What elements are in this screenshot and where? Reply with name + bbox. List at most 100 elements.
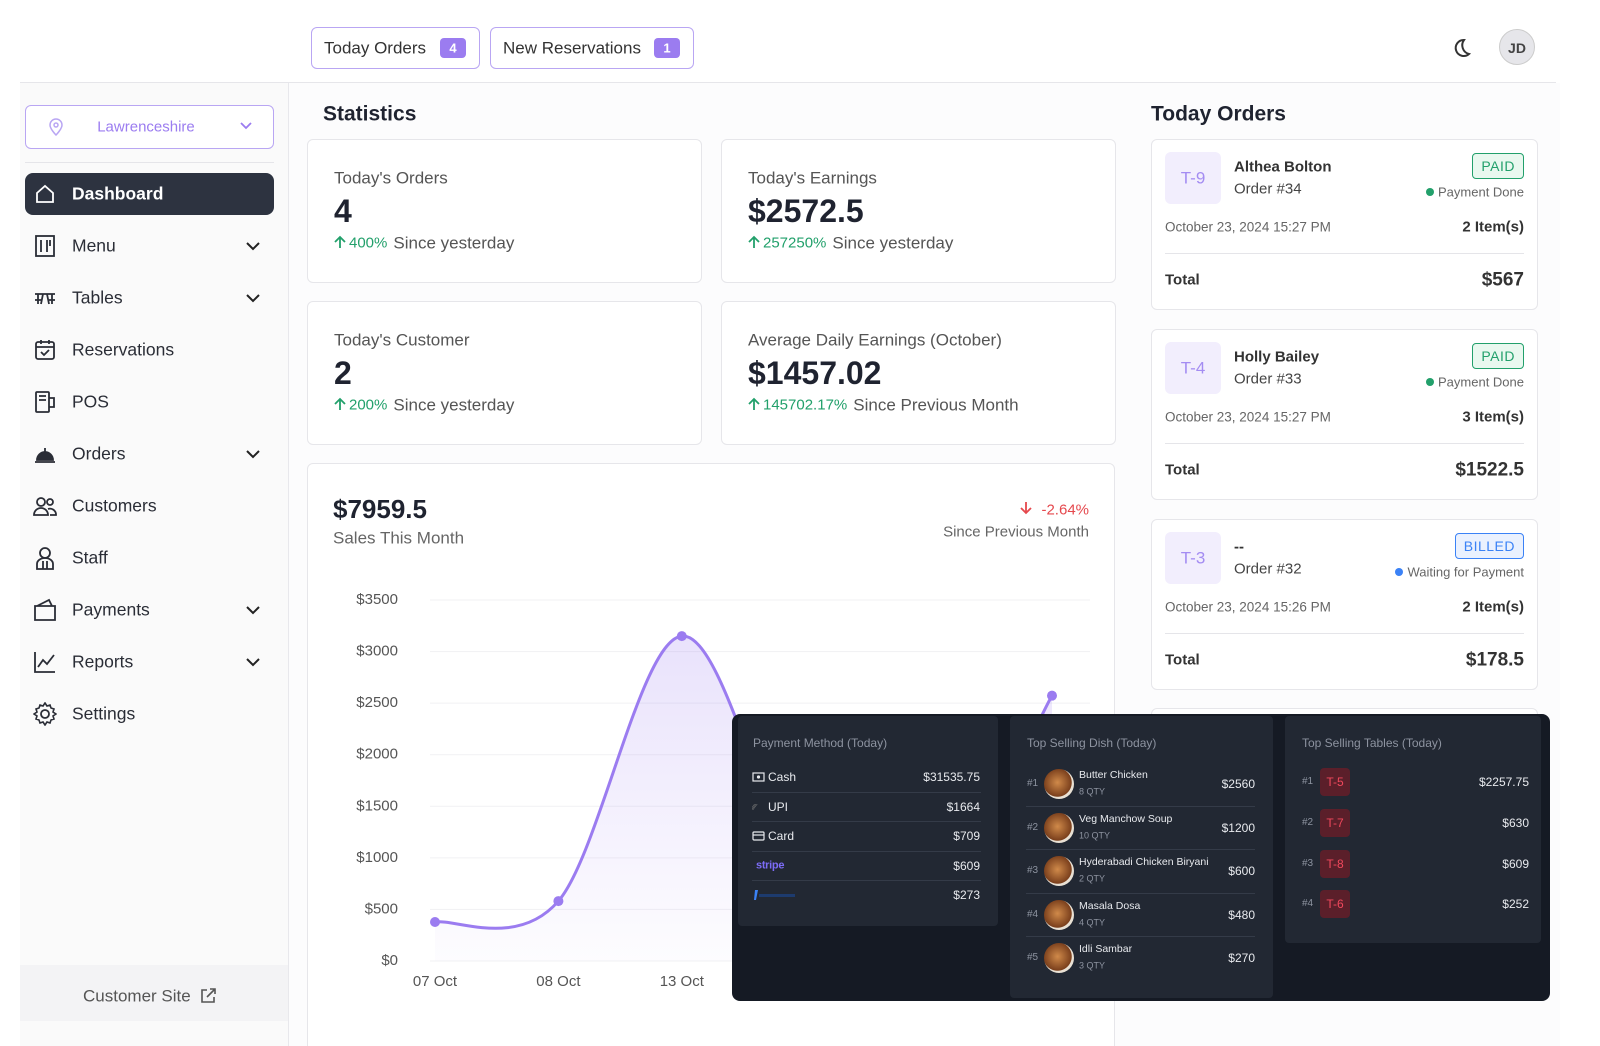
table-name: T-5 bbox=[1326, 775, 1344, 789]
table-chip bbox=[1320, 849, 1350, 878]
nav-chevron bbox=[246, 606, 260, 615]
avatar[interactable] bbox=[1499, 29, 1535, 65]
section-title: Today Orders bbox=[1151, 102, 1286, 126]
up-arrow bbox=[748, 235, 760, 248]
nav-label: Settings bbox=[72, 703, 136, 724]
nav-label: Orders bbox=[72, 443, 126, 464]
stat-change: 400% bbox=[349, 234, 388, 252]
stat-change: 145702.17% bbox=[763, 396, 848, 414]
nav-icon bbox=[34, 598, 56, 621]
sidebar-divider bbox=[25, 162, 274, 163]
table-name: T-6 bbox=[1326, 897, 1344, 912]
y-tick-label: $3000 bbox=[356, 643, 398, 660]
order-items: 2 Item(s) bbox=[1462, 598, 1524, 616]
up-arrow bbox=[334, 235, 346, 248]
order-items: 3 Item(s) bbox=[1462, 408, 1524, 426]
payment-method: stripe bbox=[756, 859, 785, 871]
row-divider bbox=[1026, 805, 1255, 807]
dish-qty: 4 QTY bbox=[1079, 917, 1106, 928]
topbar-border bbox=[20, 82, 1556, 83]
table-number: T-4 bbox=[1180, 358, 1206, 378]
table-badge bbox=[1165, 532, 1221, 584]
payment-amount: $609 bbox=[953, 858, 980, 873]
nav-label: Menu bbox=[72, 235, 116, 256]
row-divider bbox=[752, 821, 981, 822]
order-number: Order #32 bbox=[1234, 560, 1302, 578]
order-total: $567 bbox=[1481, 269, 1524, 291]
stat-value: $1457.02 bbox=[748, 355, 882, 391]
nav-label: Reservations bbox=[72, 339, 175, 360]
dish-rank: #2 bbox=[1027, 821, 1039, 833]
status-badge: PAID bbox=[1472, 343, 1524, 369]
stat-card bbox=[307, 301, 702, 445]
total-label: Total bbox=[1165, 271, 1200, 289]
table-number: T-3 bbox=[1180, 548, 1206, 568]
row-divider bbox=[752, 850, 981, 852]
dish-rank: #3 bbox=[1027, 865, 1039, 877]
nav-label: Tables bbox=[72, 287, 123, 308]
nav-icon bbox=[36, 184, 54, 203]
down-arrow bbox=[1020, 502, 1032, 515]
order-date: October 23, 2024 15:27 PM bbox=[1165, 409, 1331, 425]
table-rank: #4 bbox=[1302, 898, 1314, 910]
order-divider bbox=[1165, 633, 1524, 634]
table-amount: $2257.75 bbox=[1478, 775, 1529, 789]
tab-label: New Reservations bbox=[503, 38, 641, 58]
row-divider bbox=[752, 880, 981, 881]
y-tick-label: $500 bbox=[365, 900, 398, 917]
order-date: October 23, 2024 15:27 PM bbox=[1165, 219, 1331, 235]
nav-icon bbox=[33, 497, 57, 516]
external-icon bbox=[201, 988, 216, 1003]
y-tick-label: $3500 bbox=[356, 591, 398, 608]
dish-rank: #5 bbox=[1027, 952, 1039, 964]
y-tick-label: $2500 bbox=[356, 694, 398, 711]
stat-note: Since yesterday bbox=[393, 395, 515, 415]
table-name: T-7 bbox=[1326, 815, 1344, 830]
dish-image bbox=[1044, 856, 1074, 887]
order-date: October 23, 2024 15:26 PM bbox=[1165, 599, 1331, 615]
order-number: Order #33 bbox=[1234, 370, 1302, 388]
table-rank: #1 bbox=[1302, 776, 1314, 787]
nav-label: POS bbox=[72, 391, 109, 412]
stat-value: 4 bbox=[334, 193, 352, 229]
table-amount: $252 bbox=[1502, 897, 1529, 912]
stat-value: $2572.5 bbox=[748, 193, 864, 229]
sidebar-footer-bg bbox=[20, 965, 288, 1021]
tab-count-bg bbox=[654, 38, 680, 58]
stat-note: Since Previous Month bbox=[853, 395, 1019, 415]
stat-label: Average Daily Earnings (October) bbox=[748, 330, 1002, 350]
dish-name: Idli Sambar bbox=[1079, 943, 1133, 956]
nav-label: Payments bbox=[72, 599, 150, 620]
dish-image bbox=[1044, 899, 1074, 930]
sales-change: -2.64% bbox=[1041, 501, 1089, 519]
stat-label: Today's Customer bbox=[334, 330, 470, 350]
location-select[interactable] bbox=[25, 105, 274, 149]
table-rank: #2 bbox=[1302, 816, 1314, 828]
payment-amount: $709 bbox=[953, 829, 980, 843]
status-text: Payment Done bbox=[1438, 374, 1524, 390]
table-chip bbox=[1320, 890, 1350, 919]
dish-amount: $270 bbox=[1228, 951, 1255, 966]
nav-icon bbox=[36, 547, 54, 570]
sales-amount: $7959.5 bbox=[333, 494, 427, 524]
panel-title: Top Selling Tables (Today) bbox=[1302, 736, 1442, 750]
customer-name: Holly Bailey bbox=[1234, 348, 1320, 366]
sales-label: Sales This Month bbox=[333, 528, 465, 548]
tab-count-bg bbox=[440, 38, 466, 58]
up-arrow bbox=[334, 397, 346, 410]
stat-card bbox=[721, 139, 1116, 283]
order-total: $1522.5 bbox=[1455, 459, 1524, 481]
dish-amount: $2560 bbox=[1221, 777, 1255, 791]
dish-qty: 10 QTY bbox=[1079, 830, 1111, 841]
nav-chevron bbox=[246, 242, 260, 251]
nav-icon bbox=[34, 652, 55, 673]
nav-icon bbox=[33, 702, 57, 726]
total-label: Total bbox=[1165, 461, 1200, 479]
customer-site-link[interactable]: Customer Site bbox=[83, 986, 191, 1006]
tab-count: 4 bbox=[449, 40, 457, 56]
dish-image bbox=[1044, 943, 1074, 974]
status-text: Payment Done bbox=[1438, 184, 1524, 200]
panel-title: Payment Method (Today) bbox=[753, 736, 888, 750]
tab-label: Today Orders bbox=[324, 38, 427, 58]
